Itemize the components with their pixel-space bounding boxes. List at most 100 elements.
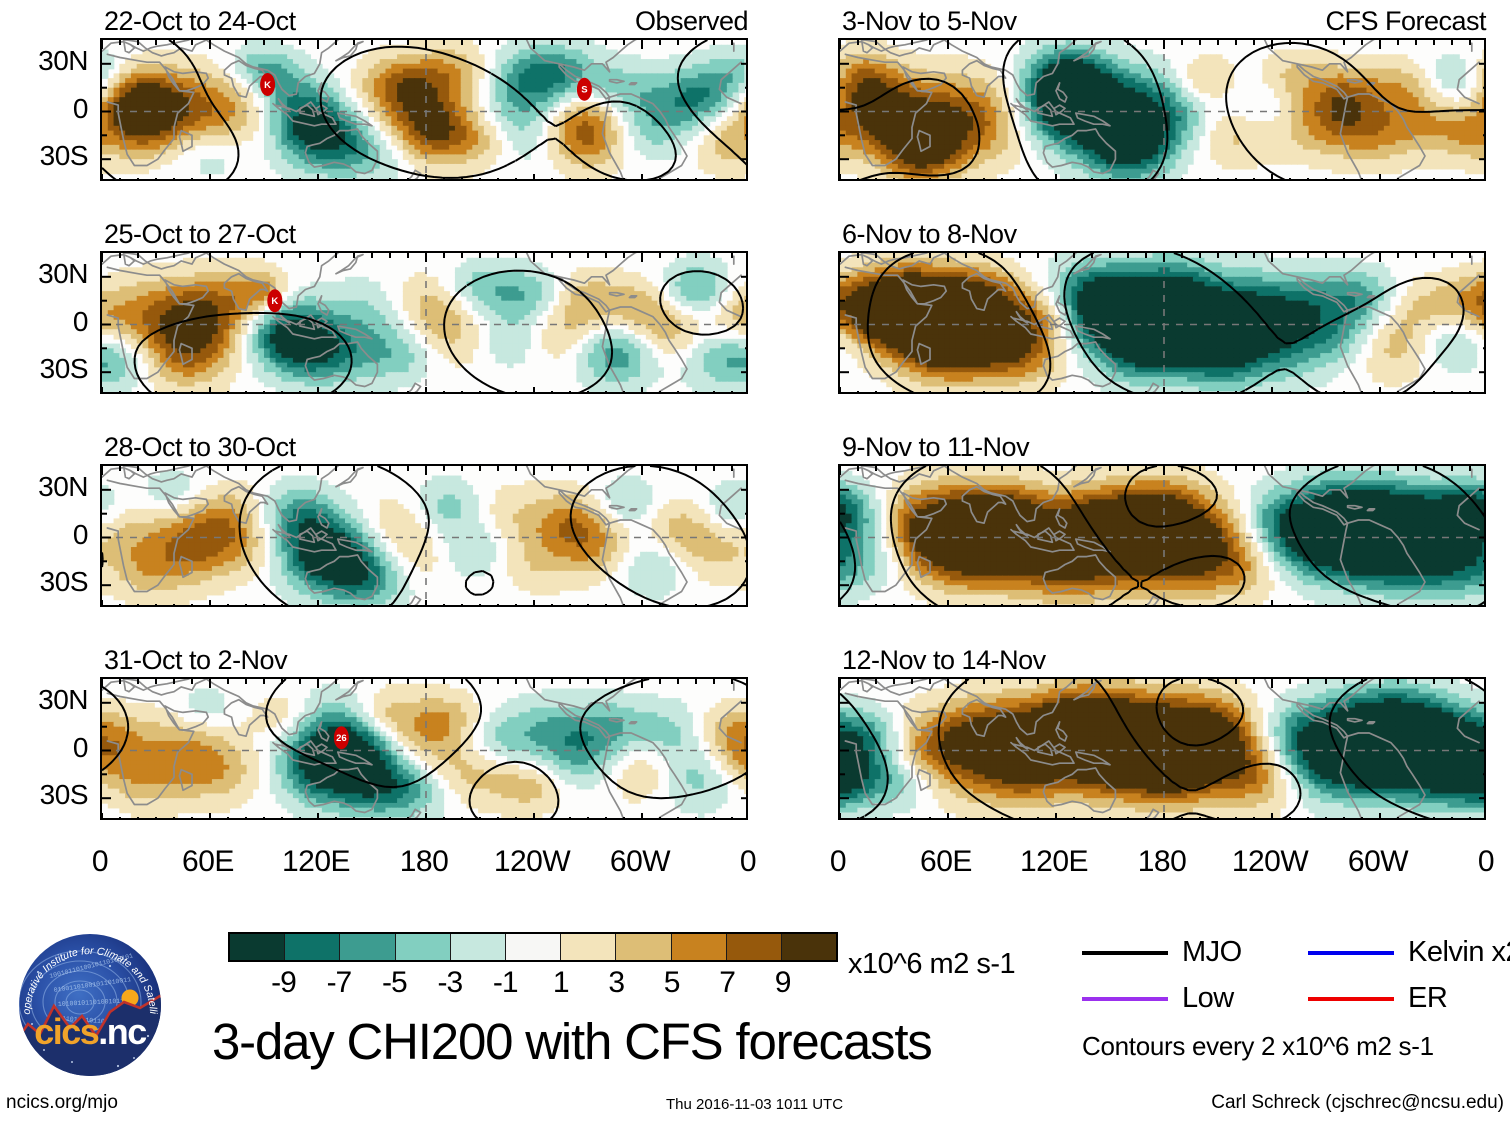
legend-item-mjo: MJO	[1082, 938, 1242, 967]
contour-layer	[133, 269, 745, 392]
tick-layer	[840, 466, 1484, 605]
coastline-layer	[840, 40, 1480, 179]
colorbar-segment-3	[395, 934, 451, 960]
colorbar-segment-6	[561, 934, 617, 960]
storm-marker: K	[267, 288, 283, 313]
coastline-layer	[840, 679, 1480, 818]
colorbar-tick-1: 1	[521, 968, 601, 998]
coastline-layer	[102, 679, 742, 818]
colorbar-tick-3: 3	[576, 968, 656, 998]
contour-interval-note: Contours every 2 x10^6 m2 s-1	[1082, 1031, 1434, 1062]
colorbar-segment-4	[450, 934, 506, 960]
panel-title-fcst-3: 9-Nov to 11-Nov	[842, 434, 1030, 461]
legend-line-swatch	[1308, 996, 1394, 1001]
shading-layer	[102, 40, 746, 179]
x-axis-tick-left-5: 60W	[580, 847, 700, 877]
x-axis-tick-left-2: 120E	[256, 847, 376, 877]
y-axis-tick-30s: 30S	[4, 142, 89, 170]
tick-layer	[102, 253, 746, 392]
colorbar	[228, 932, 838, 962]
shading-layer	[840, 466, 1484, 605]
svg-text:S: S	[581, 85, 587, 96]
x-axis-tick-left-3: 180	[364, 847, 484, 877]
legend-line-swatch	[1308, 950, 1394, 955]
colorbar-segment-0	[230, 934, 286, 960]
y-axis-tick-30n: 30N	[4, 259, 88, 288]
colorbar-segment-8	[671, 934, 727, 960]
legend-label: ER	[1408, 984, 1448, 1013]
svg-text:K: K	[264, 80, 271, 91]
map-panel-obs-4: 26	[100, 677, 748, 820]
tick-layer	[102, 679, 746, 818]
panel-title-fcst-1: 3-Nov to 5-Nov	[842, 8, 1017, 35]
y-axis-tick-0: 0	[4, 733, 89, 762]
gridline-layer	[840, 679, 1484, 818]
contour-layer	[866, 253, 1465, 392]
colorbar-units-label: x10^6 m2 s-1	[848, 948, 1016, 981]
map-panel-obs-3	[100, 464, 748, 607]
panel-title-obs-4: 31-Oct to 2-Nov	[104, 647, 288, 674]
tick-layer	[102, 40, 746, 179]
x-axis-tick-right-3: 180	[1102, 847, 1222, 877]
tick-layer	[840, 253, 1484, 392]
contour-layer	[840, 466, 1484, 605]
contour-legend: MJO Kelvin x2 Low ER	[1082, 938, 1510, 1018]
logo-wordmark: cics.nc	[34, 1011, 146, 1052]
gridline-layer	[102, 679, 746, 818]
legend-item-low: Low	[1082, 984, 1234, 1013]
colorbar-segment-1	[285, 934, 341, 960]
colorbar-segment-9	[726, 934, 782, 960]
footer-link[interactable]: ncics.org/mjo	[6, 1092, 118, 1114]
figure-title: 3-day CHI200 with CFS forecasts	[212, 1016, 933, 1067]
coastline-layer	[840, 253, 1480, 392]
colorbar-segment-7	[616, 934, 672, 960]
gridline-layer	[840, 466, 1484, 605]
column-header-observed: Observed	[100, 8, 749, 35]
storm-marker: 26	[333, 725, 349, 750]
legend-line-swatch	[1082, 950, 1168, 955]
footer-author: Carl Schreck (cjschrec@ncsu.edu)	[1211, 1092, 1504, 1114]
coastline-layer	[102, 466, 742, 605]
map-panel-fcst-4	[838, 677, 1486, 820]
contour-layer	[102, 466, 746, 605]
colorbar-tick-9: 9	[743, 968, 823, 998]
y-axis-tick-30n: 30N	[4, 685, 88, 714]
tick-layer	[840, 40, 1484, 179]
colorbar-segment-2	[340, 934, 396, 960]
x-axis-tick-right-0: 0	[778, 847, 898, 877]
y-axis-tick-0: 0	[4, 94, 89, 123]
y-axis-tick-0: 0	[4, 520, 89, 549]
y-axis-tick-0: 0	[4, 307, 89, 336]
panel-title-obs-3: 28-Oct to 30-Oct	[104, 434, 296, 461]
y-axis-tick-30s: 30S	[4, 781, 89, 809]
storm-marker: K	[260, 72, 276, 97]
colorbar-tick--9: -9	[243, 968, 323, 998]
legend-label: Kelvin x2	[1408, 938, 1510, 967]
y-axis-tick-30n: 30N	[4, 472, 88, 501]
shading-layer	[102, 683, 746, 818]
colorbar-tick--7: -7	[299, 968, 379, 998]
x-axis-tick-left-1: 60E	[148, 847, 268, 877]
y-axis-tick-30s: 30S	[4, 355, 89, 383]
tick-layer	[102, 466, 746, 605]
shading-layer	[840, 679, 1484, 818]
x-axis-tick-right-6: 0	[1426, 847, 1510, 877]
cics-nc-logo: 1001011010010110100101 01001101001011010…	[10, 923, 172, 1082]
shading-layer	[102, 253, 746, 392]
colorbar-tick--3: -3	[410, 968, 490, 998]
legend-label: MJO	[1182, 938, 1242, 967]
gridline-layer	[102, 40, 746, 179]
legend-item-kelvin-x2: Kelvin x2	[1308, 938, 1510, 967]
panel-title-obs-1: 22-Oct to 24-Oct	[104, 8, 296, 35]
colorbar-tick-7: 7	[687, 968, 767, 998]
x-axis-tick-left-6: 0	[688, 847, 808, 877]
map-panel-fcst-1	[838, 38, 1486, 181]
tick-layer	[840, 679, 1484, 818]
contour-layer	[102, 679, 746, 818]
column-header-cfs-forecast: CFS Forecast	[838, 8, 1486, 35]
x-axis-tick-right-2: 120E	[994, 847, 1114, 877]
contour-layer	[840, 40, 1484, 179]
panel-title-fcst-4: 12-Nov to 14-Nov	[842, 647, 1046, 674]
colorbar-segment-10	[781, 934, 837, 960]
x-axis-tick-right-1: 60E	[886, 847, 1006, 877]
